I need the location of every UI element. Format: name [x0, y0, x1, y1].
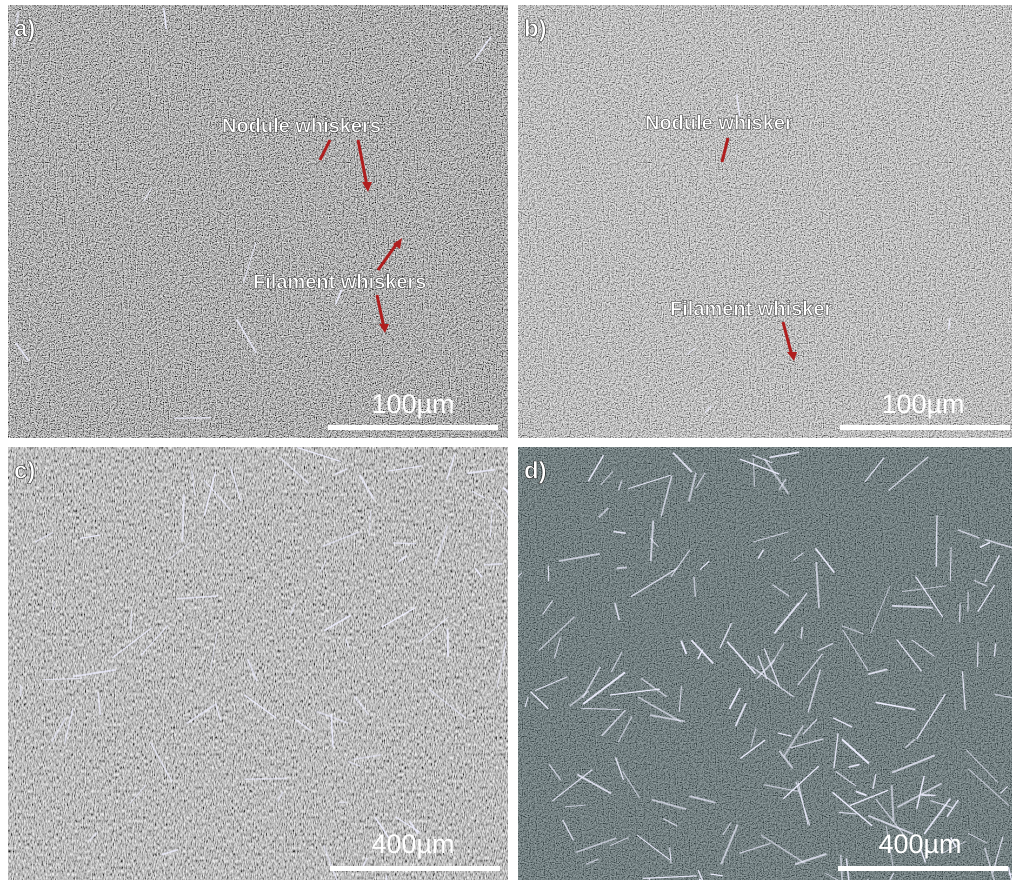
scale-bar [838, 866, 1008, 871]
micrograph-c [8, 447, 508, 880]
micrograph-b [518, 5, 1012, 438]
annotation: Nodule whisker [645, 112, 793, 134]
scale-bar-label: 400µm [371, 829, 454, 859]
scale-bar [328, 425, 498, 430]
micrograph-a [8, 5, 508, 438]
scale-bar [330, 866, 500, 871]
figure: a) b) c) d) Nodule whiskers Filament whi… [0, 0, 1015, 884]
whisker [960, 603, 961, 622]
whisker [936, 515, 937, 566]
annotation: Filament whiskers [253, 271, 426, 293]
annotation: Filament whisker [670, 298, 832, 320]
whisker [393, 543, 416, 544]
whisker [174, 418, 211, 419]
panel-label: a) [14, 15, 35, 42]
whisker [617, 568, 627, 569]
annotation: Nodule whiskers [222, 115, 381, 137]
scale-bar [840, 425, 1010, 430]
panel-label: b) [524, 15, 547, 42]
scale-bar-label: 400µm [878, 829, 961, 859]
whisker [950, 547, 951, 581]
whisker [840, 880, 869, 884]
panel-label: d) [524, 457, 547, 484]
whisker [245, 778, 288, 779]
whisker [921, 795, 935, 796]
scale-bar-label: 100µm [881, 389, 964, 419]
panel-label: c) [14, 457, 35, 484]
whisker [484, 564, 502, 565]
scale-bar-label: 100µm [371, 389, 454, 419]
